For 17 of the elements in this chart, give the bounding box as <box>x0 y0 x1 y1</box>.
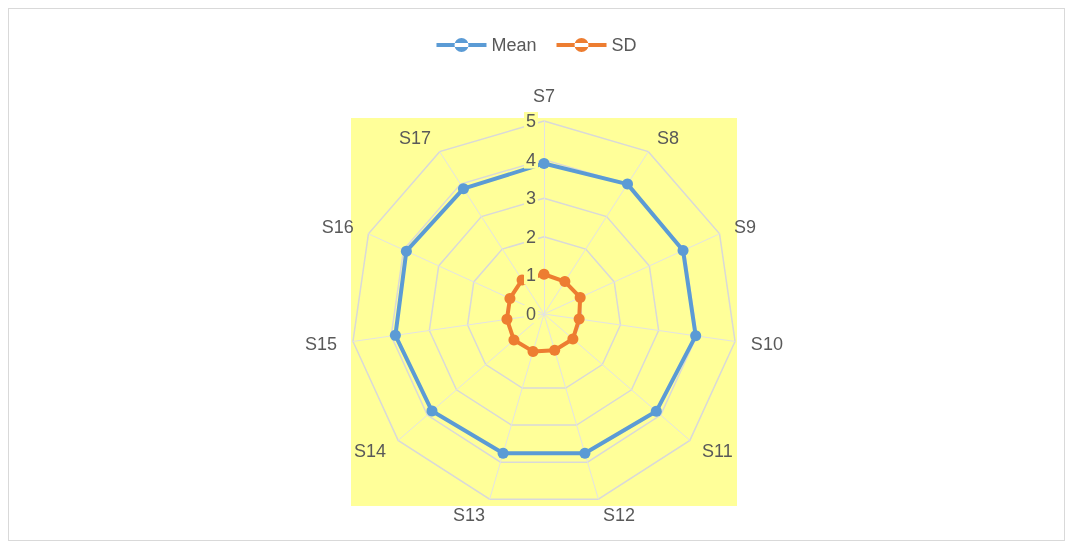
spoke-label: S10 <box>750 333 783 354</box>
legend-label: SD <box>611 35 637 55</box>
y-tick-label: 4 <box>525 149 536 170</box>
y-tick-label: 0 <box>525 304 536 324</box>
spoke-label: S12 <box>602 504 635 525</box>
spoke-label: S11 <box>701 440 733 461</box>
spoke-label: S7 <box>532 86 556 106</box>
y-tick-label: 2 <box>525 226 536 247</box>
spoke-label: S14 <box>354 440 387 461</box>
legend-label: Mean <box>491 35 537 55</box>
spoke-label: S8 <box>656 128 680 149</box>
spoke-label: S15 <box>305 333 338 354</box>
y-tick-label: 1 <box>525 265 536 286</box>
spoke-label: S17 <box>398 128 432 149</box>
spoke-label: S13 <box>453 504 486 525</box>
y-tick-label: 5 <box>525 111 536 131</box>
y-tick-label: 3 <box>525 188 536 209</box>
